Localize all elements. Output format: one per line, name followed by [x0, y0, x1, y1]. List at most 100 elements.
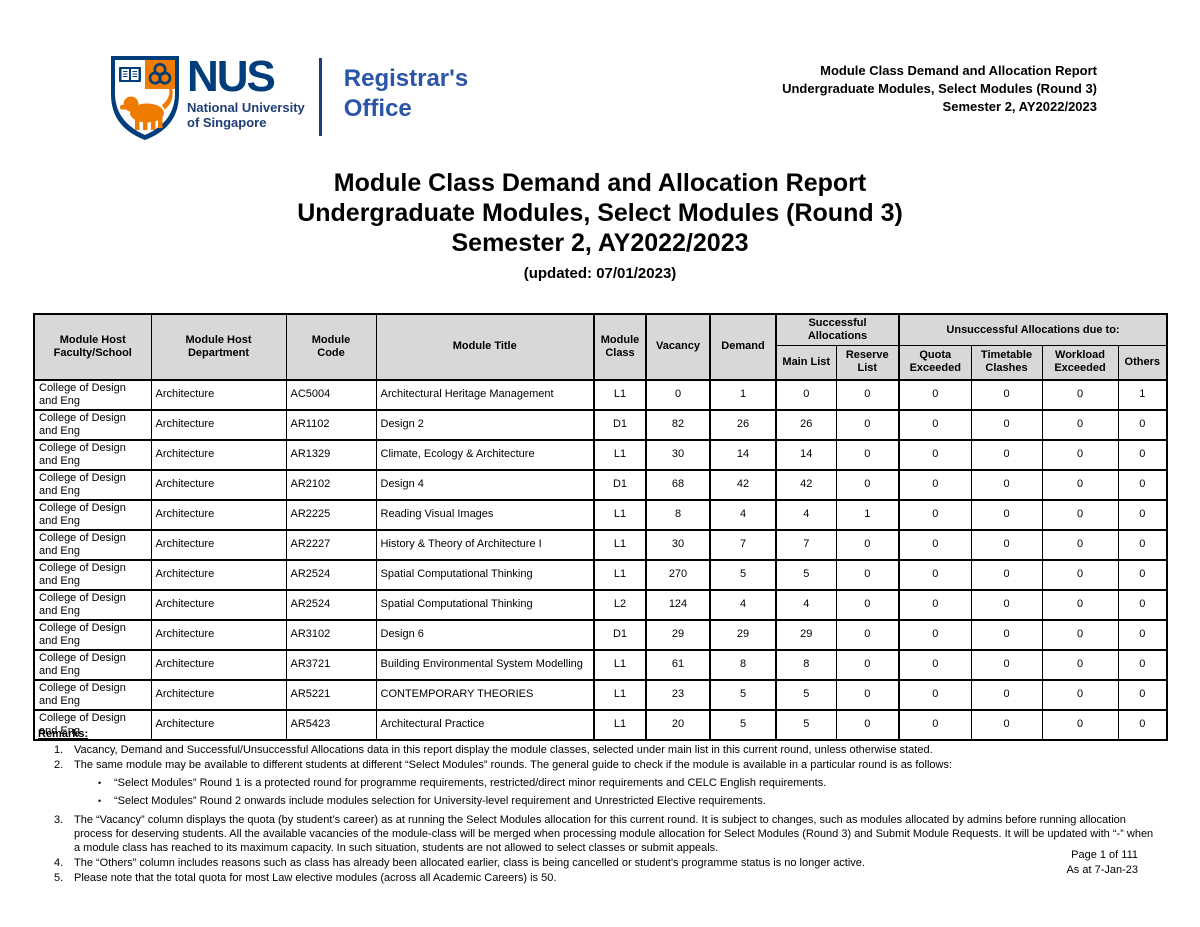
header-vacancy: Vacancy: [645, 313, 711, 381]
table-cell: 0: [970, 679, 1043, 711]
table-cell: College of Design and Eng: [33, 619, 152, 651]
table-cell: Architecture: [150, 529, 287, 561]
remark-item-1: 1. Vacancy, Demand and Successful/Unsucc…: [54, 743, 1160, 757]
table-cell: 20: [645, 709, 711, 741]
table-cell: 42: [709, 469, 777, 501]
table-cell: 0: [835, 679, 900, 711]
table-cell: 5: [775, 709, 837, 741]
table-cell: 0: [645, 379, 711, 411]
remark-text: The same module may be available to diff…: [74, 758, 1160, 812]
table-cell: AR2524: [285, 559, 377, 591]
table-cell: 29: [645, 619, 711, 651]
table-cell: L1: [593, 499, 647, 531]
table-cell: Building Environmental System Modelling: [375, 649, 595, 681]
header-workload-exceeded: Workload Exceeded: [1041, 345, 1119, 381]
table-cell: 7: [775, 529, 837, 561]
table-cell: 26: [775, 409, 837, 441]
remark-2-bullet-2: “Select Modules” Round 2 onwards include…: [98, 794, 1160, 808]
table-cell: 5: [709, 709, 777, 741]
table-cell: L1: [593, 559, 647, 591]
table-cell: 0: [1117, 409, 1168, 441]
office-line1: Registrar's: [343, 65, 469, 92]
table-cell: 0: [1041, 649, 1119, 681]
table-row: College of Design and Eng Architecture AR5…: [33, 709, 1168, 741]
table-cell: 0: [835, 619, 900, 651]
table-cell: AR2524: [285, 589, 377, 621]
table-cell: 5: [709, 679, 777, 711]
table-cell: 4: [775, 589, 837, 621]
table-row: College of Design and Eng Architecture AR2…: [33, 559, 1168, 591]
remark-text: The “Vacancy” column displays the quota …: [74, 814, 1154, 854]
table-cell: Architecture: [150, 649, 287, 681]
table-cell: Design 2: [375, 409, 595, 441]
table-cell: Reading Visual Images: [375, 499, 595, 531]
table-cell: 14: [775, 439, 837, 471]
ring-knot-icon: [148, 63, 172, 85]
header-right-line1: Module Class Demand and Allocation Repor…: [820, 63, 1097, 78]
table-cell: L1: [593, 709, 647, 741]
header-others: Others: [1117, 345, 1168, 381]
table-row: College of Design and Eng Architecture AR5…: [33, 679, 1168, 711]
page-number: Page 1 of 111: [1071, 849, 1138, 861]
table-cell: 0: [775, 379, 837, 411]
table-cell: L2: [593, 589, 647, 621]
table-cell: College of Design and Eng: [33, 589, 152, 621]
nus-name-line2: of Singapore: [187, 115, 267, 130]
document-title: Module Class Demand and Allocation Repor…: [0, 168, 1200, 284]
table-cell: 29: [775, 619, 837, 651]
table-cell: 0: [835, 559, 900, 591]
table-cell: 0: [835, 709, 900, 741]
table-cell: 0: [898, 589, 972, 621]
remarks-heading: Remarks:: [38, 728, 89, 740]
header-module-title: Module Title: [375, 313, 595, 381]
table-cell: Architecture: [150, 469, 287, 501]
header-module-class: Module Class: [593, 313, 647, 381]
table-cell: 8: [645, 499, 711, 531]
book-icon: [119, 67, 141, 82]
table-cell: AR5221: [285, 679, 377, 711]
table-cell: D1: [593, 409, 647, 441]
table-row: College of Design and Eng Architecture AR3…: [33, 649, 1168, 681]
table-cell: 0: [1041, 409, 1119, 441]
table-cell: College of Design and Eng: [33, 679, 152, 711]
table-header: Module Host Faculty/School Module Host D…: [33, 313, 1168, 381]
table-cell: 0: [898, 619, 972, 651]
table-cell: 0: [970, 529, 1043, 561]
table-cell: Architecture: [150, 439, 287, 471]
table-cell: 4: [709, 589, 777, 621]
remark-text: The “Others” column includes reasons suc…: [74, 857, 865, 869]
remark-number: 2.: [54, 759, 64, 771]
table-cell: 42: [775, 469, 837, 501]
table-cell: 270: [645, 559, 711, 591]
table-cell: 0: [898, 379, 972, 411]
table-cell: 0: [898, 649, 972, 681]
table-cell: Architecture: [150, 619, 287, 651]
table-cell: College of Design and Eng: [33, 649, 152, 681]
table-cell: Spatial Computational Thinking: [375, 589, 595, 621]
table-cell: 0: [1041, 469, 1119, 501]
table-cell: College of Design and Eng: [33, 499, 152, 531]
table-cell: Architecture: [150, 679, 287, 711]
table-row: College of Design and Eng Architecture AR1…: [33, 439, 1168, 471]
table-row: College of Design and Eng Architecture AR1…: [33, 409, 1168, 441]
header-reserve-list: Reserve List: [835, 345, 900, 381]
table-cell: 29: [709, 619, 777, 651]
table-cell: Design 4: [375, 469, 595, 501]
table-cell: 0: [970, 439, 1043, 471]
table-cell: 61: [645, 649, 711, 681]
table-cell: Architectural Heritage Management: [375, 379, 595, 411]
table-cell: Climate, Ecology & Architecture: [375, 439, 595, 471]
table-cell: 0: [970, 469, 1043, 501]
table-cell: 0: [1041, 529, 1119, 561]
table-cell: 1: [835, 499, 900, 531]
table-cell: L1: [593, 529, 647, 561]
table-cell: 0: [970, 589, 1043, 621]
title-line1: Module Class Demand and Allocation Repor…: [333, 169, 867, 197]
table-cell: Architecture: [150, 409, 287, 441]
table-cell: 8: [775, 649, 837, 681]
nus-shield-icon: [111, 56, 179, 140]
table-row: College of Design and Eng Architecture AC5…: [33, 379, 1168, 411]
table-cell: History & Theory of Architecture I: [375, 529, 595, 561]
header-department: Module Host Department: [150, 313, 287, 381]
